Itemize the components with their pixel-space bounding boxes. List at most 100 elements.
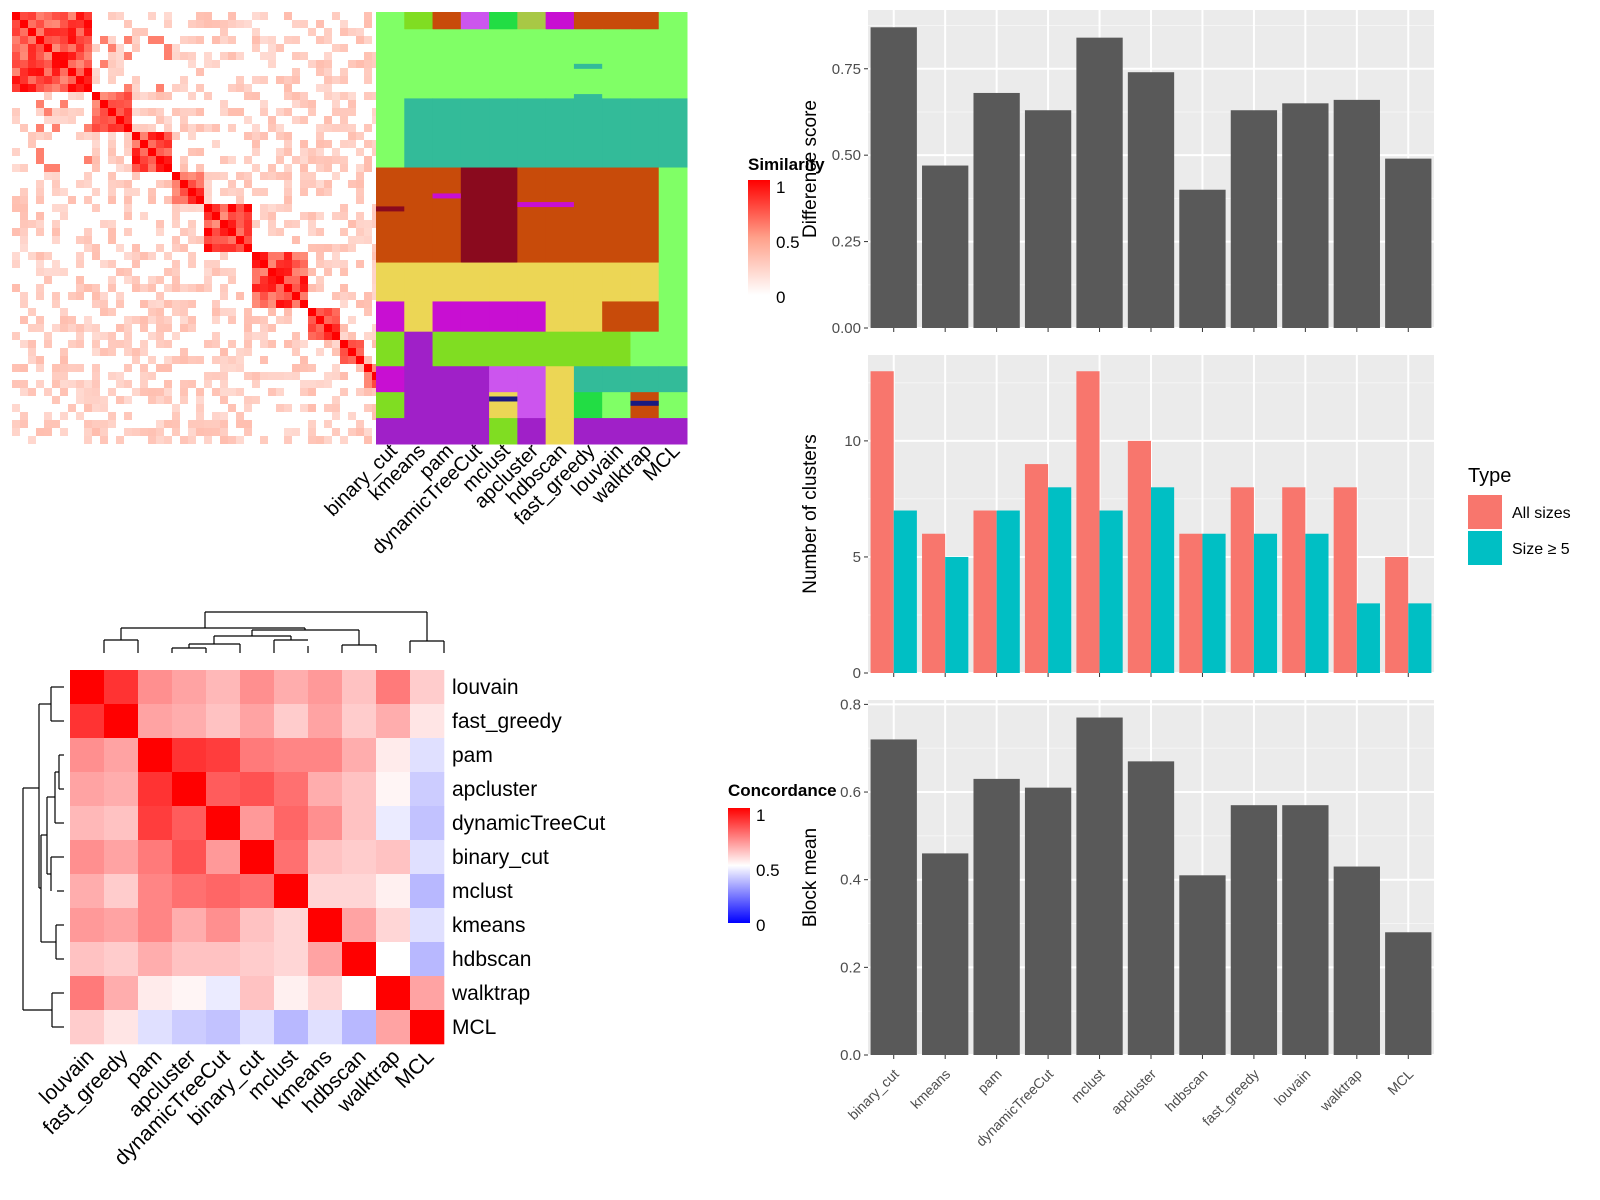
similarity-cell <box>180 436 188 444</box>
similarity-cell <box>12 116 20 124</box>
similarity-cell <box>156 364 164 372</box>
membership-cell <box>545 392 575 419</box>
similarity-cell <box>260 12 268 20</box>
membership-cell <box>658 331 688 367</box>
similarity-cell <box>364 388 372 396</box>
similarity-cell <box>300 156 308 164</box>
concordance-cell <box>274 772 309 807</box>
similarity-cell <box>324 116 332 124</box>
similarity-cell <box>124 204 132 212</box>
similarity-cell <box>20 380 28 388</box>
similarity-cell <box>52 260 60 268</box>
similarity-cell <box>252 124 260 132</box>
similarity-cell <box>244 324 252 332</box>
similarity-cell <box>276 172 284 180</box>
similarity-cell <box>252 132 260 140</box>
concordance-cell <box>342 942 377 977</box>
similarity-cell <box>148 156 156 164</box>
similarity-cell <box>36 180 44 188</box>
similarity-cell <box>316 252 324 260</box>
membership-cell <box>658 418 688 445</box>
similarity-cell <box>28 28 36 36</box>
similarity-cell <box>252 292 260 300</box>
similarity-cell <box>204 284 212 292</box>
similarity-cell <box>172 84 180 92</box>
similarity-cell <box>76 20 84 28</box>
similarity-cell <box>116 124 124 132</box>
similarity-cell <box>100 300 108 308</box>
similarity-cell <box>52 268 60 276</box>
similarity-cell <box>324 28 332 36</box>
membership-cell <box>376 366 405 393</box>
similarity-cell <box>356 148 364 156</box>
similarity-cell <box>204 124 212 132</box>
similarity-cell <box>332 404 340 412</box>
similarity-cell <box>20 204 28 212</box>
similarity-cell <box>284 404 292 412</box>
similarity-cell <box>292 428 300 436</box>
similarity-cell <box>92 420 100 428</box>
similarity-cell <box>308 324 316 332</box>
similarity-cell <box>52 76 60 84</box>
similarity-cell <box>180 204 188 212</box>
membership-cell <box>376 12 405 30</box>
similarity-cell <box>188 316 196 324</box>
similarity-cell <box>220 108 228 116</box>
similarity-cell <box>332 396 340 404</box>
similarity-cell <box>324 52 332 60</box>
similarity-cell <box>292 364 300 372</box>
concordance-cell <box>376 704 411 739</box>
similarity-cell <box>20 300 28 308</box>
concordance-row-label: binary_cut <box>452 846 549 869</box>
similarity-cell <box>188 204 196 212</box>
similarity-cell <box>84 68 92 76</box>
similarity-cell <box>116 68 124 76</box>
similarity-cell <box>244 340 252 348</box>
similarity-cell <box>140 108 148 116</box>
similarity-cell <box>220 364 228 372</box>
similarity-cell <box>36 124 44 132</box>
similarity-cell <box>108 276 116 284</box>
similarity-cell <box>236 188 244 196</box>
similarity-cell <box>20 28 28 36</box>
similarity-cell <box>164 396 172 404</box>
similarity-cell <box>44 20 52 28</box>
similarity-cell <box>156 340 164 348</box>
similarity-cell <box>364 332 372 340</box>
similarity-cell <box>196 420 204 428</box>
similarity-cell <box>284 188 292 196</box>
similarity-cell <box>164 300 172 308</box>
similarity-cell <box>92 284 100 292</box>
similarity-cell <box>76 332 84 340</box>
similarity-cell <box>332 412 340 420</box>
similarity-cell <box>340 116 348 124</box>
concordance-cell <box>172 840 207 875</box>
x-tick-label: MCL <box>1384 1066 1416 1098</box>
similarity-cell <box>204 212 212 220</box>
similarity-cell <box>356 28 364 36</box>
similarity-cell <box>108 52 116 60</box>
y-tick-label: 0.4 <box>840 872 861 889</box>
similarity-cell <box>252 140 260 148</box>
similarity-cell <box>204 268 212 276</box>
similarity-cell <box>268 276 276 284</box>
similarity-cell <box>236 52 244 60</box>
similarity-cell <box>132 148 140 156</box>
membership-cell <box>489 12 518 30</box>
concordance-cell <box>138 976 173 1011</box>
similarity-cell <box>180 108 188 116</box>
concordance-cell <box>206 704 241 739</box>
membership-cell <box>573 331 603 367</box>
similarity-cell <box>212 212 220 220</box>
similarity-cell <box>52 372 60 380</box>
similarity-cell <box>12 204 20 212</box>
similarity-cell <box>316 124 324 132</box>
similarity-cell <box>156 428 164 436</box>
similarity-cell <box>212 228 220 236</box>
similarity-cell <box>140 140 148 148</box>
bar <box>1282 805 1329 1055</box>
similarity-cell <box>172 132 180 140</box>
similarity-cell <box>188 324 196 332</box>
similarity-cell <box>324 92 332 100</box>
similarity-cell <box>284 92 292 100</box>
